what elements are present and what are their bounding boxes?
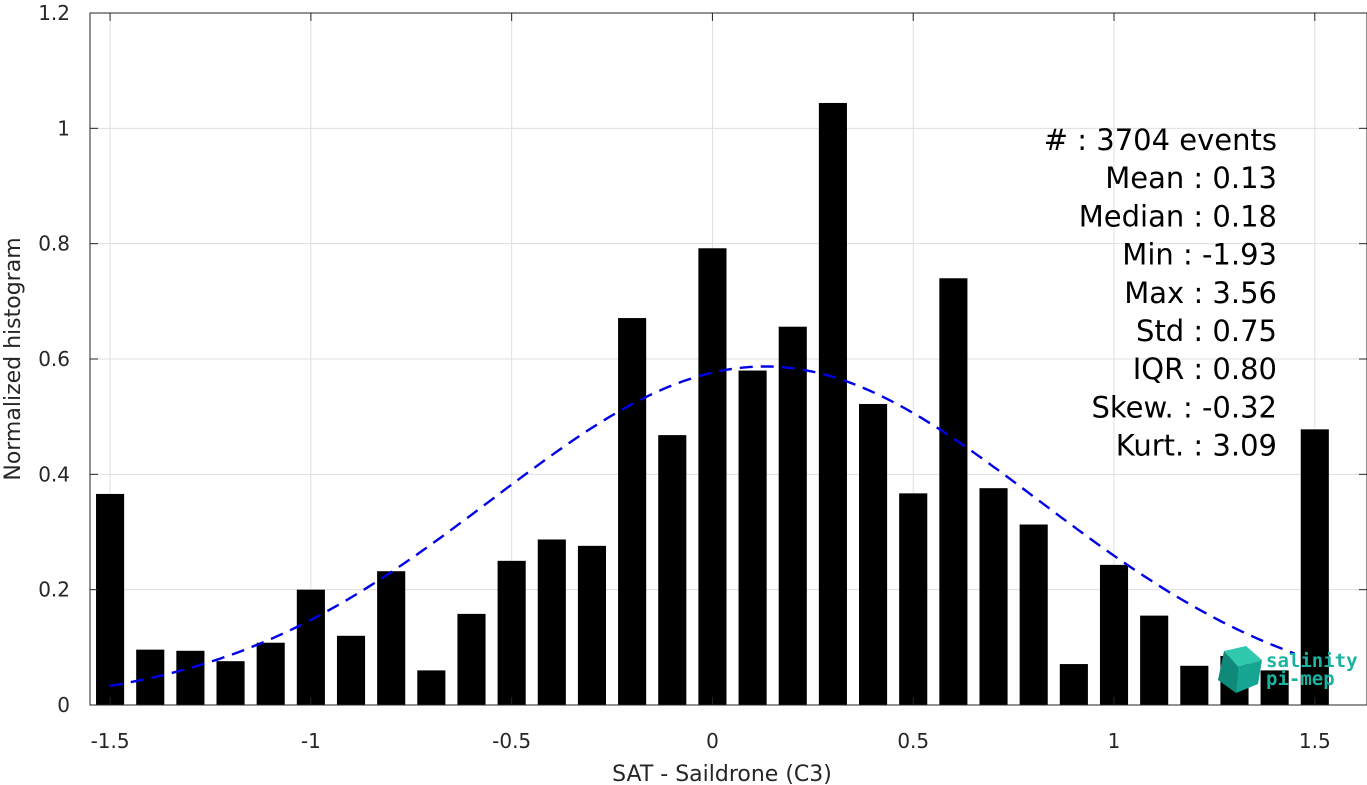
histogram-bar (336, 635, 366, 705)
histogram-bar (1140, 615, 1169, 705)
histogram-bar (537, 539, 566, 705)
stat-line: Min : -1.93 (1122, 238, 1277, 272)
y-tick-label: 0.2 (38, 578, 70, 602)
x-tick-label: 1 (1108, 729, 1121, 753)
logo-salinity-text: salinity (1266, 650, 1358, 672)
x-tick-label: -1.5 (91, 729, 130, 753)
x-tick-label: -0.5 (492, 729, 531, 753)
y-tick-label: 0.6 (38, 347, 70, 371)
histogram-bar (176, 650, 205, 705)
statistics-box: # : 3704 events Mean : 0.13 Median : 0.18 M… (1044, 123, 1277, 463)
y-tick-label: 1.2 (38, 1, 70, 25)
y-tick-label: 0.8 (38, 232, 70, 256)
histogram-bar (1300, 429, 1329, 705)
x-tick-label: -1 (301, 729, 321, 753)
x-axis-label: SAT - Saildrone (C3) (612, 762, 832, 785)
histogram-bar (216, 661, 245, 705)
histogram-bar (136, 649, 165, 705)
histogram-bar (698, 248, 727, 705)
histogram-bar (778, 326, 807, 705)
histogram-bar (256, 642, 285, 705)
y-tick-labels: 0 0.2 0.4 0.6 0.8 1 1.2 (38, 1, 70, 717)
bars (96, 102, 1329, 705)
histogram-bar (1099, 564, 1129, 705)
histogram-bar (859, 403, 888, 705)
y-tick-label: 0 (57, 693, 70, 717)
stat-line: Std : 0.75 (1136, 314, 1277, 348)
x-tick-labels: -1.5 -1 -0.5 0 0.5 1 1.5 (91, 729, 1331, 753)
stat-line: IQR : 0.80 (1133, 352, 1277, 386)
stat-line: Mean : 0.13 (1105, 161, 1277, 195)
histogram-bar (939, 278, 968, 705)
histogram-bar (96, 493, 125, 705)
x-tick-label: 1.5 (1299, 729, 1331, 753)
y-tick-label: 1 (57, 116, 70, 140)
histogram-bar (457, 613, 486, 705)
y-tick-label: 0.4 (38, 462, 70, 486)
logo-pimep-text: pi-mep (1266, 668, 1335, 690)
salinity-pimep-logo: salinity pi-mep (1218, 646, 1358, 693)
stat-line: Kurt. : 3.09 (1116, 429, 1277, 463)
histogram-bar (377, 571, 406, 705)
histogram-bar (658, 435, 687, 705)
stat-line: Median : 0.18 (1079, 199, 1277, 233)
stat-line: # : 3704 events (1044, 123, 1277, 157)
histogram-bar (738, 370, 767, 705)
x-tick-label: 0 (706, 729, 719, 753)
histogram-bar (899, 493, 928, 705)
histogram-bar (1059, 664, 1088, 705)
y-axis-label: Normalized histogram (1, 237, 26, 480)
histogram-bar (818, 102, 847, 705)
normal-fit-curve (109, 365, 1296, 688)
cube-icon (1218, 646, 1262, 693)
histogram-bar (618, 318, 647, 705)
histogram-bar (296, 589, 325, 705)
histogram-bar (1019, 524, 1048, 705)
histogram-bar (1260, 670, 1289, 705)
stat-line: Max : 3.56 (1124, 276, 1277, 310)
histogram-bar (1180, 665, 1209, 705)
histogram-bar (979, 488, 1008, 705)
histogram-bar (497, 560, 526, 705)
stat-line: Skew. : -0.32 (1091, 390, 1277, 424)
histogram-bar (577, 545, 607, 705)
axis-ticks (90, 12, 1367, 706)
histogram-bar (417, 670, 446, 705)
x-tick-label: 0.5 (897, 729, 929, 753)
